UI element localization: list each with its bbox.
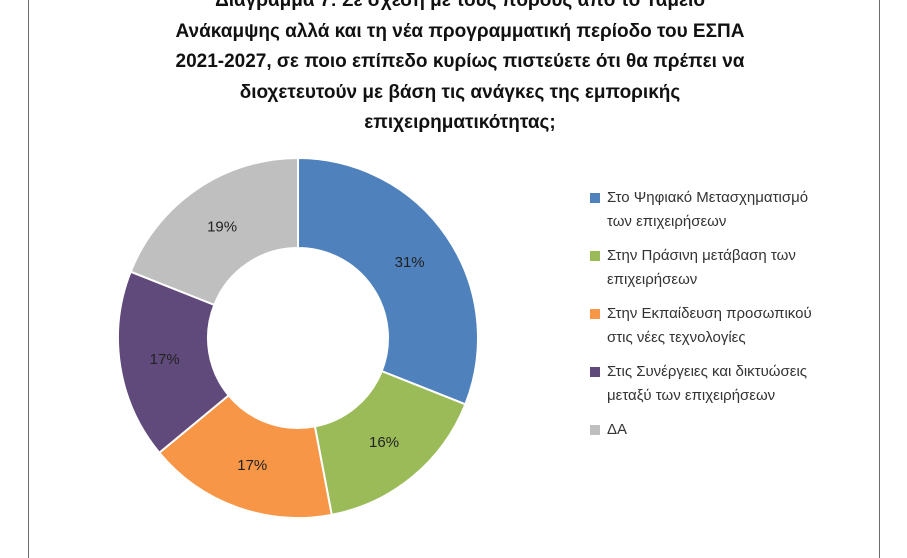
chart-frame: [28, 0, 880, 558]
chart-title: Διάγραμμα 7: Σε σχέση με τους πόρους από…: [100, 0, 820, 139]
legend-swatch: [590, 425, 600, 435]
legend-item: Στις Συνέργειες και δικτυώσεις μεταξύ των…: [590, 360, 880, 408]
slice-4: [129, 156, 299, 307]
data-label: 17%: [237, 457, 267, 474]
legend-swatch: [590, 193, 600, 203]
legend-label: Στο Ψηφιακό Μετασχηματισμό: [607, 189, 809, 206]
slice-1: [313, 369, 467, 516]
title-line: 2021-2027, σε ποιο επίπεδο κυρίως πιστεύ…: [175, 51, 745, 72]
legend-swatch: [590, 309, 600, 319]
legend-label: επιχειρήσεων: [607, 271, 698, 288]
legend-label: Στις Συνέργειες και δικτυώσεις: [607, 363, 808, 380]
legend-item: Στην Πράσινη μετάβαση των επιχειρήσεων: [590, 244, 880, 292]
doughnut-chart: 31% 16% 17% 17% 19%: [117, 156, 479, 519]
title-line: Διάγραμμα 7: Σε σχέση με τους πόρους από…: [215, 0, 705, 11]
title-line: επιχειρηματικότητας;: [364, 112, 556, 133]
legend-label: Στην Εκπαίδευση προσωπικού: [607, 305, 812, 322]
title-line: διοχετευτούν με βάση τις ανάγκες της εμπ…: [239, 81, 681, 103]
title-line: Ανάκαμψης αλλά και τη νέα προγραμματική …: [175, 20, 745, 42]
legend-swatch: [590, 367, 600, 377]
legend-item: Στην Εκπαίδευση προσωπικού στις νέες τεχν…: [590, 302, 880, 350]
data-label: 17%: [150, 351, 180, 368]
slice-0: [297, 156, 479, 406]
legend-label: Στην Πράσινη μετάβαση των: [607, 247, 796, 264]
legend-label: ΔΑ: [607, 421, 628, 438]
legend-item: ΔΑ: [590, 418, 880, 442]
data-label: 31%: [395, 254, 425, 271]
legend-swatch: [590, 251, 600, 261]
legend-item: Στο Ψηφιακό Μετασχηματισμό των επιχειρήσε…: [590, 186, 880, 234]
slice-2: [157, 393, 333, 519]
slice-3: [117, 270, 231, 455]
legend-label: στις νέες τεχνολογίες: [607, 329, 746, 346]
legend: Στο Ψηφιακό Μετασχηματισμό των επιχειρήσε…: [590, 186, 880, 452]
legend-label: των επιχειρήσεων: [607, 213, 727, 230]
data-label: 19%: [207, 218, 237, 235]
legend-label: μεταξύ των επιχειρήσεων: [607, 387, 776, 404]
data-label: 16%: [369, 434, 399, 451]
